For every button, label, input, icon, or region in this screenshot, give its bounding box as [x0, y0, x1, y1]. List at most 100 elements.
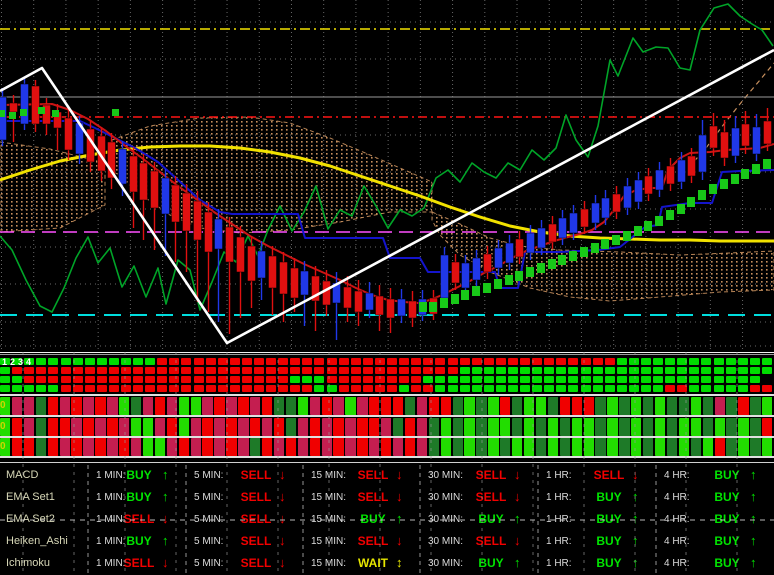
- signal-block: [202, 438, 214, 456]
- candle-body: [365, 292, 374, 311]
- signal-block: [471, 376, 482, 383]
- signal-block: [71, 438, 83, 456]
- candle-body: [505, 242, 514, 264]
- signal-block: [464, 417, 476, 436]
- signal-block: [592, 376, 603, 383]
- signal-block: [556, 385, 567, 392]
- signal-block: [520, 376, 531, 383]
- signal-block: [607, 438, 619, 456]
- signal-block: [500, 438, 512, 456]
- signal-arrow-icon: ↓: [279, 467, 286, 482]
- panel-separator: [0, 435, 774, 438]
- signal-block: [47, 417, 59, 436]
- signal-block: [471, 385, 482, 392]
- timeframe-label: 4 HR:: [664, 536, 690, 547]
- signal-block: [725, 358, 736, 365]
- signal-block: [60, 376, 71, 383]
- timeframe-label: 4 HR:: [664, 492, 690, 503]
- signal-block: [350, 367, 361, 374]
- signal-block: [387, 358, 398, 365]
- signal-block: [654, 397, 667, 415]
- heiken-ashi-dot: [677, 204, 685, 214]
- candle-body: [461, 262, 470, 289]
- candle-body: [569, 212, 578, 234]
- heiken-ashi-dot: [526, 267, 534, 277]
- indicator-name: Heiken_Ashi: [6, 535, 68, 547]
- candle-body: [386, 298, 395, 319]
- signal-block: [254, 358, 265, 365]
- signal-block: [393, 417, 405, 436]
- signal-block: [583, 417, 595, 436]
- signal-arrow-icon: ↓: [396, 467, 403, 482]
- candle-body: [451, 261, 460, 284]
- signal-block: [507, 376, 518, 383]
- price-chart-canvas[interactable]: [0, 0, 774, 353]
- signal-block: [411, 358, 422, 365]
- candle-body: [548, 223, 557, 243]
- signal-block: [476, 417, 488, 436]
- signal-block: [83, 397, 95, 415]
- signal-value: SELL: [123, 512, 155, 526]
- heiken-ashi-dot: [731, 174, 739, 184]
- panel-separator: [0, 415, 774, 417]
- signal-block: [369, 397, 381, 415]
- signal-arrow-icon: ↓: [279, 533, 286, 548]
- signal-arrow-icon: ↑: [162, 489, 169, 504]
- price-chart-panel[interactable]: [0, 0, 774, 353]
- candle-body: [494, 247, 503, 269]
- signal-block: [713, 376, 724, 383]
- signal-bar-row-small: [0, 358, 774, 365]
- signal-block: [357, 417, 369, 436]
- signal-block: [193, 367, 204, 374]
- signal-block: [297, 438, 310, 456]
- signal-block: [350, 385, 361, 392]
- signal-block: [535, 438, 548, 456]
- signal-block: [619, 438, 631, 456]
- signal-block: [108, 376, 119, 383]
- signal-block: [131, 397, 143, 415]
- timeframe-label: 1 MIN:: [96, 470, 126, 481]
- panel-separator: [0, 456, 774, 458]
- signal-block: [643, 417, 655, 436]
- signal-block: [737, 385, 748, 392]
- candle-body: [97, 135, 106, 172]
- signal-block: [238, 397, 250, 415]
- signal-block: [374, 376, 385, 383]
- signal-block: [107, 397, 119, 415]
- heiken-ashi-dot: [429, 302, 437, 312]
- heiken-ashi-dot: [440, 298, 448, 308]
- heiken-ashi-dot: [472, 286, 480, 296]
- signal-block: [169, 376, 180, 383]
- signal-block: [737, 358, 748, 365]
- timeframe-label: 30 MIN:: [428, 492, 464, 503]
- signal-block: [108, 367, 119, 374]
- signal-block: [689, 358, 700, 365]
- candle-body: [537, 227, 546, 249]
- signal-block: [83, 417, 95, 436]
- heiken-ashi-dot: [483, 283, 491, 293]
- timeframe-label: 1 HR:: [546, 514, 572, 525]
- signal-block: [254, 385, 265, 392]
- candle-body: [31, 85, 40, 125]
- signal-block: [59, 397, 71, 415]
- signal-block: [471, 358, 482, 365]
- signal-block: [416, 438, 429, 456]
- signal-block: [435, 358, 446, 365]
- signal-block: [512, 397, 524, 415]
- signal-bars-panel-large: [0, 397, 774, 459]
- signal-block: [726, 438, 738, 456]
- signal-block: [0, 376, 11, 383]
- candle-body: [311, 275, 320, 302]
- signal-block: [701, 367, 712, 374]
- signal-block: [713, 367, 724, 374]
- signal-arrow-icon: ↑: [162, 467, 169, 482]
- signal-block: [23, 397, 36, 415]
- signal-block: [314, 376, 325, 383]
- signal-block: [544, 376, 555, 383]
- signal-block: [520, 358, 531, 365]
- timeframe-label: 15 MIN:: [311, 558, 347, 569]
- signal-block: [628, 385, 639, 392]
- signal-value: SELL: [357, 534, 389, 548]
- signal-block: [677, 376, 688, 383]
